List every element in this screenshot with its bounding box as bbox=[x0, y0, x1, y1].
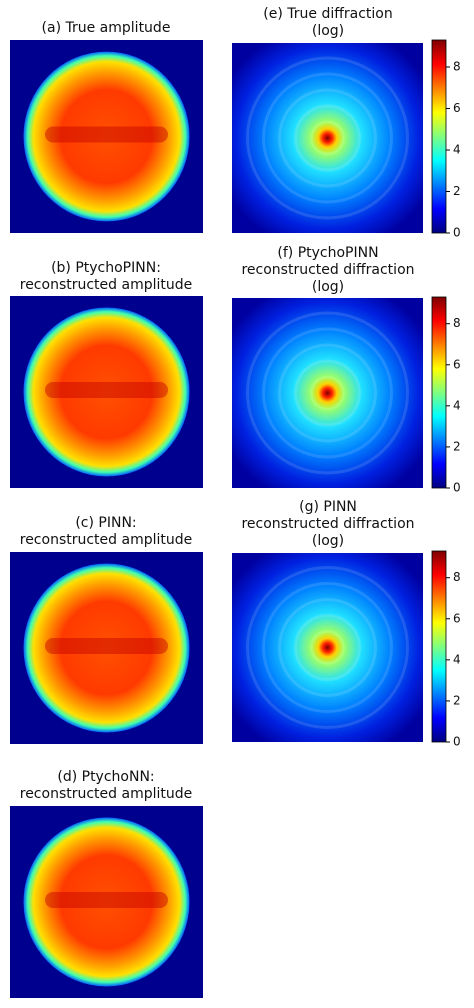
amplitude-band bbox=[45, 638, 168, 654]
amplitude-band bbox=[45, 126, 168, 143]
colorbar-tick-label: 8 bbox=[453, 59, 461, 73]
colorbar-tick-label: 0 bbox=[453, 735, 461, 749]
colorbar bbox=[431, 39, 447, 234]
diffraction-ring bbox=[310, 375, 345, 411]
diffraction-ring bbox=[262, 582, 393, 713]
colorbar-tick-label: 6 bbox=[453, 611, 461, 625]
colorbar-tick-label: 2 bbox=[453, 184, 461, 198]
amplitude-disk bbox=[23, 51, 190, 222]
colorbar-tick-label: 4 bbox=[453, 652, 461, 666]
panel-title: (d) PtychoNN: bbox=[57, 769, 154, 785]
diffraction-ring bbox=[246, 56, 409, 220]
colorbar-tick-label: 0 bbox=[453, 481, 461, 495]
diffraction-ring bbox=[294, 359, 361, 427]
colorbar-tick-label: 0 bbox=[453, 226, 461, 240]
diffraction-image bbox=[232, 553, 423, 742]
diffraction-image bbox=[232, 43, 423, 233]
colorbar-tick-label: 6 bbox=[453, 101, 461, 115]
panel-title: reconstructed diffraction bbox=[241, 262, 414, 278]
panel-title: (e) True diffraction bbox=[263, 6, 392, 22]
colorbar-tick-label: 4 bbox=[453, 142, 461, 156]
colorbar-tick-label: 8 bbox=[453, 316, 461, 330]
amplitude-band bbox=[45, 892, 168, 908]
panel-title: reconstructed diffraction bbox=[241, 516, 414, 532]
amplitude-disk bbox=[23, 307, 190, 477]
diffraction-ring bbox=[246, 566, 409, 729]
panel-title: reconstructed amplitude bbox=[20, 532, 193, 548]
colorbar-tick-label: 6 bbox=[453, 357, 461, 371]
diffraction-ring bbox=[278, 343, 377, 443]
colorbar-tick-label: 2 bbox=[453, 693, 461, 707]
diffraction-ring bbox=[246, 311, 409, 475]
panel-title: (c) PINN: bbox=[75, 515, 136, 531]
panel-title: (log) bbox=[312, 279, 344, 295]
colorbar bbox=[431, 296, 447, 489]
diffraction-image bbox=[232, 298, 423, 488]
panel-title: (a) True amplitude bbox=[42, 20, 171, 36]
diffraction-ring bbox=[294, 614, 361, 681]
colorbar-tick-label: 4 bbox=[453, 398, 461, 412]
diffraction-ring bbox=[278, 88, 377, 188]
diffraction-ring bbox=[278, 598, 377, 697]
amplitude-band bbox=[45, 382, 168, 398]
diffraction-ring bbox=[294, 104, 361, 172]
colorbar bbox=[431, 550, 447, 743]
diffraction-ring bbox=[310, 120, 345, 156]
panel-title: reconstructed amplitude bbox=[20, 277, 193, 293]
panel-title: (log) bbox=[312, 533, 344, 549]
amplitude-disk bbox=[23, 563, 190, 733]
panel-title: (log) bbox=[312, 23, 344, 39]
colorbar-tick-label: 8 bbox=[453, 570, 461, 584]
diffraction-ring bbox=[310, 630, 345, 665]
panel-title: (g) PINN bbox=[299, 499, 357, 515]
diffraction-ring bbox=[262, 72, 393, 204]
panel-title: reconstructed amplitude bbox=[20, 786, 193, 802]
panel-title: (f) PtychoPINN bbox=[277, 245, 378, 261]
colorbar-tick-label: 2 bbox=[453, 439, 461, 453]
amplitude-disk bbox=[23, 817, 190, 987]
diffraction-ring bbox=[262, 327, 393, 459]
panel-title: (b) PtychoPINN: bbox=[51, 260, 161, 276]
